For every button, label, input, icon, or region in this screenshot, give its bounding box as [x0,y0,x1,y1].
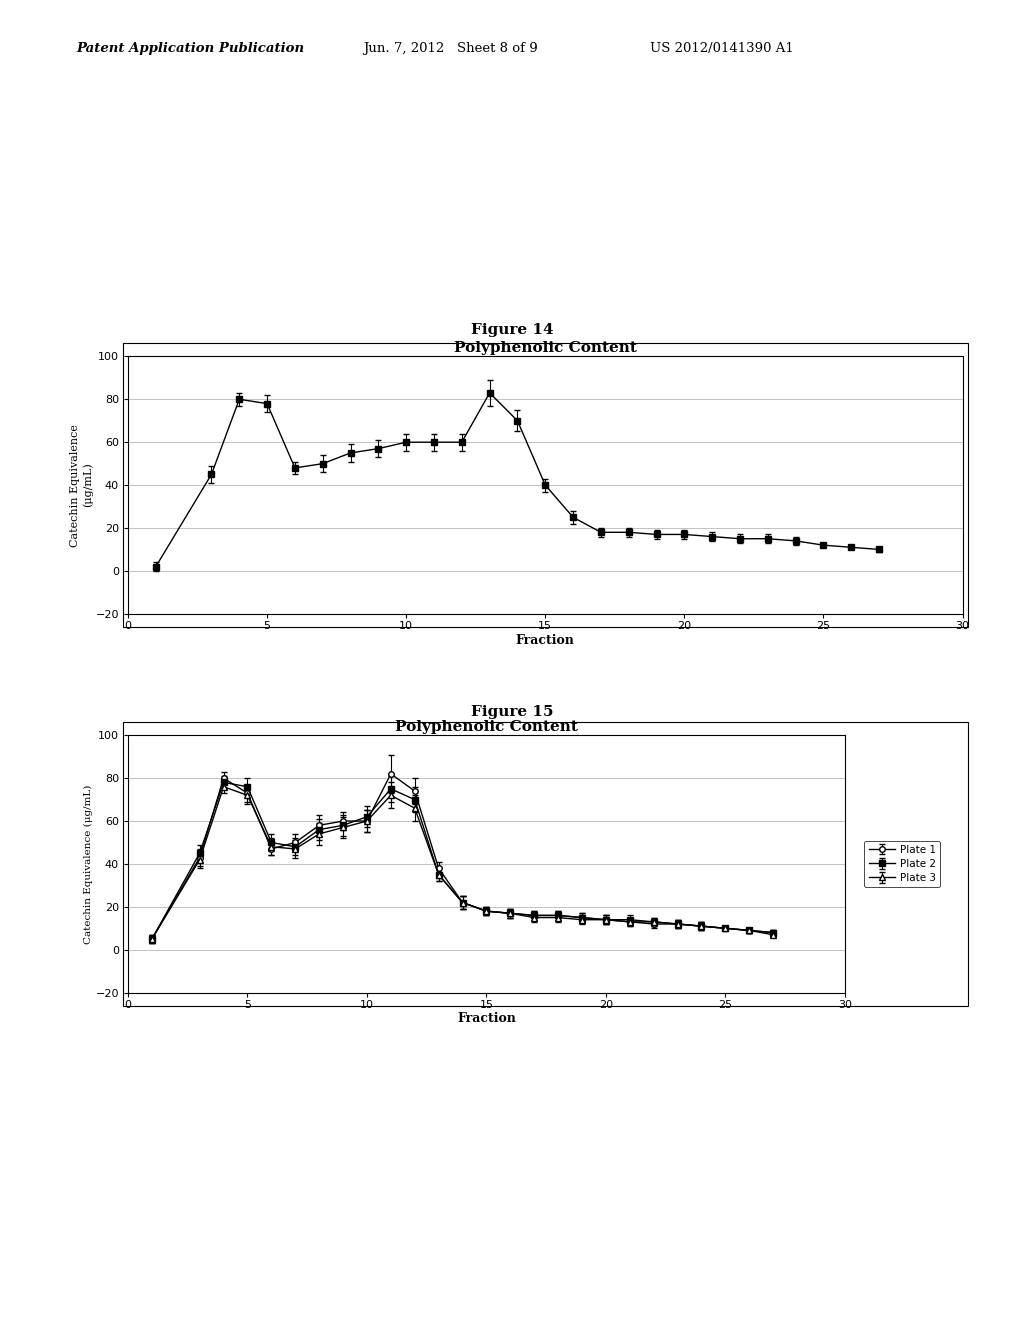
Y-axis label: Catechin Equivalence (μg/mL): Catechin Equivalence (μg/mL) [84,784,93,944]
Legend: Plate 1, Plate 2, Plate 3: Plate 1, Plate 2, Plate 3 [864,841,940,887]
Text: Figure 15: Figure 15 [471,705,553,719]
X-axis label: Fraction: Fraction [516,634,574,647]
Text: Figure 14: Figure 14 [471,322,553,337]
Title: Polyphenolic Content: Polyphenolic Content [454,342,637,355]
Title: Polyphenolic Content: Polyphenolic Content [395,721,578,734]
Text: Patent Application Publication: Patent Application Publication [77,42,305,55]
X-axis label: Fraction: Fraction [457,1012,516,1026]
Text: Jun. 7, 2012   Sheet 8 of 9: Jun. 7, 2012 Sheet 8 of 9 [364,42,539,55]
Text: US 2012/0141390 A1: US 2012/0141390 A1 [650,42,794,55]
Y-axis label: Catechin Equivalence
(μg/mL): Catechin Equivalence (μg/mL) [71,424,93,546]
